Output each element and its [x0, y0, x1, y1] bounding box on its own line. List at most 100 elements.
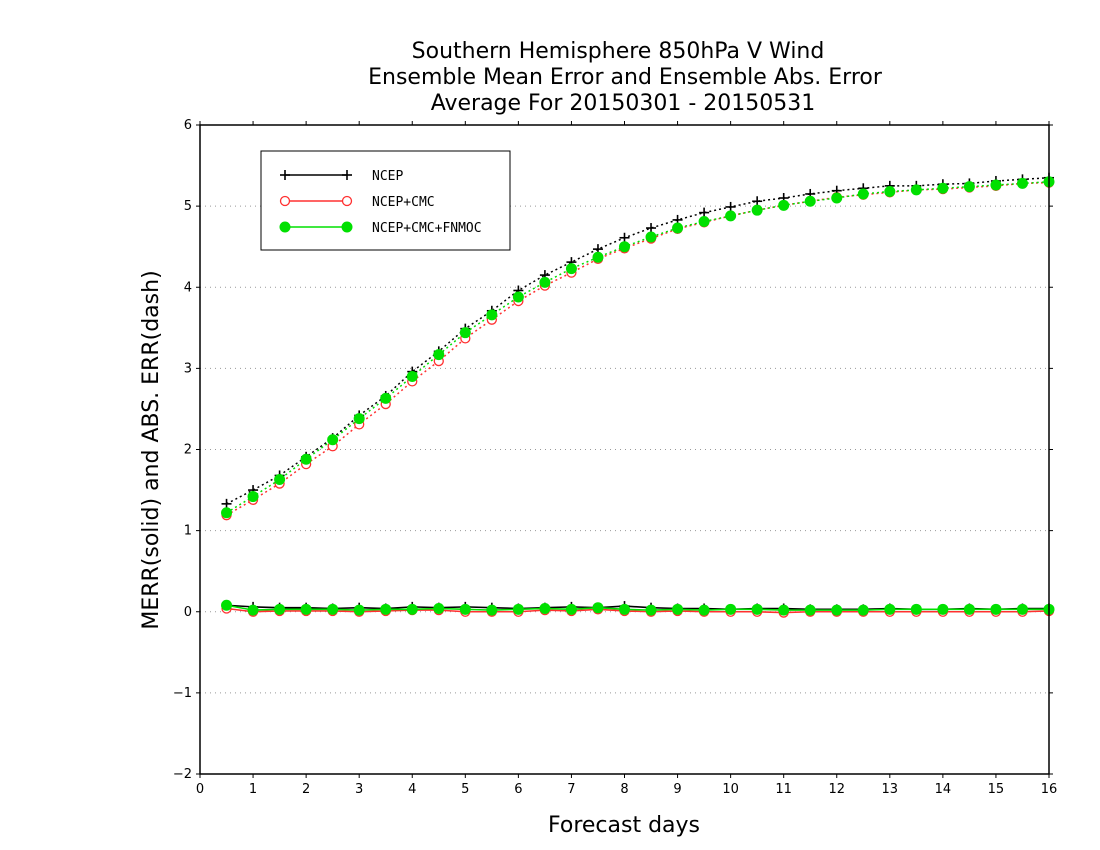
abs-err-point: [672, 222, 684, 234]
legend-marker: [279, 221, 291, 233]
merr-point: [592, 602, 604, 614]
abs-err-point: [990, 179, 1002, 191]
abs-err-point: [459, 327, 471, 339]
chart-title: Southern Hemisphere 850hPa V Wind Ensemb…: [368, 39, 883, 116]
merr-point: [539, 603, 551, 615]
abs-err-point: [752, 196, 763, 207]
merr-point: [910, 603, 922, 615]
y-tick-label: 4: [184, 280, 192, 295]
abs-err-point: [619, 232, 630, 243]
merr-point: [380, 603, 392, 615]
merr-point: [857, 604, 869, 616]
x-tick-label: 14: [935, 782, 952, 797]
abs-err-point: [274, 474, 286, 486]
y-tick-label: −1: [173, 686, 192, 701]
abs-err-point: [698, 216, 710, 228]
merr-point: [300, 603, 312, 615]
merr-point: [247, 604, 259, 616]
y-axis-title: MERR(solid) and ABS. ERR(dash): [139, 270, 164, 629]
abs-err-point: [406, 370, 418, 382]
legend-item: NCEP+CMC: [279, 195, 435, 210]
x-axis-title: Forecast days: [548, 813, 700, 838]
abs-err-point: [857, 188, 869, 200]
abs-err-point: [565, 263, 577, 275]
abs-err-point: [804, 195, 816, 207]
x-tick-label: 15: [988, 782, 1005, 797]
merr-point: [565, 603, 577, 615]
x-tick-label: 10: [722, 782, 739, 797]
x-tick-label: 11: [775, 782, 792, 797]
abs-err-point: [619, 241, 630, 253]
abs-err-point: [353, 413, 365, 425]
series-ncep-cmc-fnmoc: [221, 176, 1055, 616]
chart-title-line-2: Ensemble Mean Error and Ensemble Abs. Er…: [368, 65, 883, 90]
legend-marker: [280, 170, 290, 180]
merr-point: [512, 603, 524, 615]
merr-point: [751, 603, 763, 615]
abs-err-point: [778, 199, 790, 211]
abs-err-point: [221, 498, 232, 509]
abs-err-point: [725, 210, 737, 222]
merr-point: [433, 603, 445, 615]
chart-title-line-3: Average For 20150301 - 20150531: [431, 91, 816, 116]
abs-err-point: [512, 291, 524, 303]
abs-err-point: [380, 392, 392, 404]
abs-err-point: [539, 276, 551, 288]
abs-err-point: [221, 507, 233, 519]
merr-point: [937, 603, 949, 615]
merr-point: [990, 603, 1002, 615]
abs-err-point: [831, 192, 843, 204]
legend-marker: [341, 195, 353, 207]
merr-point: [884, 603, 896, 615]
merr-point: [406, 603, 418, 615]
abs-err-point: [646, 223, 657, 234]
merr-point: [645, 604, 657, 616]
x-tick-label: 6: [514, 782, 522, 797]
y-tick-label: 6: [184, 118, 192, 133]
merr-point: [619, 603, 630, 615]
chart-title-line-1: Southern Hemisphere 850hPa V Wind: [412, 39, 825, 64]
abs-err-point: [751, 204, 763, 216]
legend-item: NCEP: [280, 169, 403, 184]
abs-err-point: [300, 453, 312, 465]
merr-point: [486, 604, 498, 616]
merr-point: [221, 599, 233, 611]
merr-point: [725, 603, 737, 615]
x-tick-label: 16: [1041, 782, 1058, 797]
legend-label: NCEP+CMC: [372, 195, 435, 210]
merr-point: [353, 604, 365, 616]
legend-label: NCEP+CMC+FNMOC: [372, 221, 482, 236]
abs-err-point: [247, 491, 259, 503]
abs-err-point: [963, 181, 975, 193]
legend-label: NCEP: [372, 169, 403, 184]
x-tick-label: 9: [673, 782, 681, 797]
x-tick-label: 2: [302, 782, 310, 797]
merr-point: [327, 603, 339, 615]
legend-marker: [342, 170, 352, 180]
x-tick-label: 0: [196, 782, 204, 797]
merr-point: [672, 603, 684, 615]
merr-point: [778, 604, 790, 616]
y-tick-label: 2: [184, 443, 192, 458]
abs-err-point: [645, 231, 657, 243]
legend-marker: [341, 221, 353, 233]
abs-err-point: [937, 182, 949, 194]
abs-err-point: [699, 207, 710, 218]
y-tick-label: 5: [184, 199, 192, 214]
abs-err-line-ncep: [226, 176, 1050, 505]
abs-err-point: [433, 349, 445, 361]
plot-frame: [199, 124, 1050, 775]
merr-point: [1016, 603, 1028, 615]
merr-point: [963, 603, 975, 615]
merr-point: [698, 604, 710, 616]
abs-err-point: [486, 309, 498, 321]
merr-point: [274, 603, 286, 615]
y-tick-label: 0: [184, 605, 192, 620]
plot-series: [221, 172, 1055, 618]
x-tick-label: 12: [828, 782, 845, 797]
x-tick-label: 7: [567, 782, 575, 797]
abs-err-point: [592, 251, 604, 263]
merr-point: [831, 604, 843, 616]
x-tick-label: 1: [249, 782, 257, 797]
